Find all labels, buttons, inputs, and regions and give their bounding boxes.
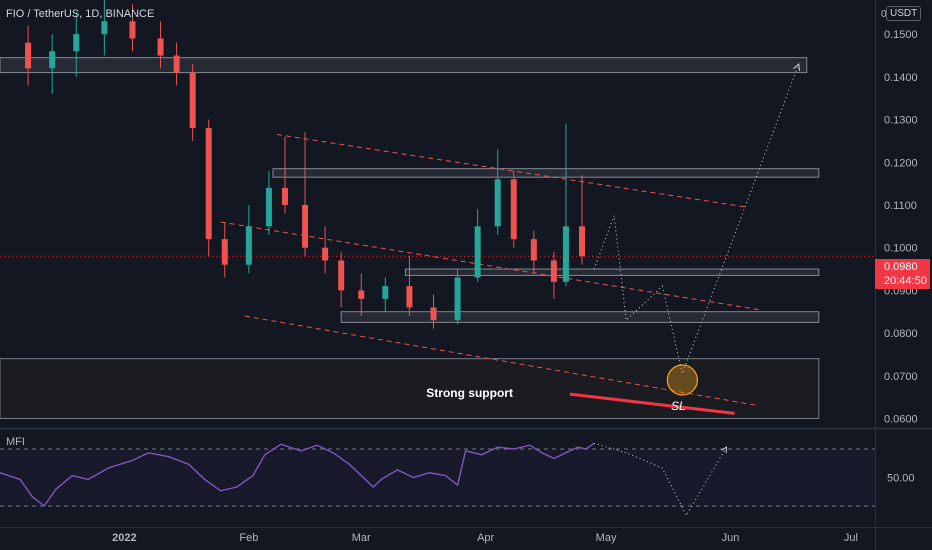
candle-body-8 xyxy=(189,72,196,129)
y-tick-label-0.1100: 0.1100 xyxy=(884,200,917,212)
channel-line-3 xyxy=(244,315,759,407)
x-tick-label-Jul: Jul xyxy=(844,532,858,544)
y-tick-label-0.0600: 0.0600 xyxy=(884,413,918,425)
mfi-projection-path xyxy=(593,442,727,517)
candle-body-20 xyxy=(430,307,437,321)
zone-box-1 xyxy=(0,57,808,74)
candle-body-24 xyxy=(510,179,517,240)
mfi-band-fill xyxy=(0,449,875,506)
candle-body-27 xyxy=(562,226,569,282)
mfi-line xyxy=(0,442,595,508)
symbol-title: FIO / TetherUS, 1D, BINANCE xyxy=(6,8,155,20)
zone-box-4 xyxy=(340,311,820,323)
candle-body-5 xyxy=(129,21,136,39)
candle-body-2 xyxy=(49,51,56,69)
y-tick-label-0.1300: 0.1300 xyxy=(884,115,918,127)
y-tick-label-0.1400: 0.1400 xyxy=(884,72,918,84)
candle-body-9 xyxy=(205,128,212,240)
x-tick-label-Apr: Apr xyxy=(477,532,494,544)
target-circle xyxy=(666,364,698,396)
indicator-label: MFI xyxy=(6,436,25,448)
y-tick-label-0.1000: 0.1000 xyxy=(884,243,918,255)
candle-body-14 xyxy=(302,204,309,248)
channel-line-2 xyxy=(220,221,759,311)
channel-line-1 xyxy=(276,134,747,208)
candle-body-18 xyxy=(382,286,389,299)
strong-support-label: Strong support xyxy=(426,386,513,400)
candle-body-16 xyxy=(338,260,345,291)
candle-body-13 xyxy=(281,187,288,205)
x-tick-label-May: May xyxy=(596,532,617,544)
candle-body-15 xyxy=(322,247,329,261)
zero-label: 0 xyxy=(881,9,887,20)
candle-body-3 xyxy=(73,34,80,52)
stop-loss-line xyxy=(569,392,735,415)
y-tick-label-0.0700: 0.0700 xyxy=(884,371,918,383)
x-tick-label-Mar: Mar xyxy=(352,532,371,544)
x-tick-label-Feb: Feb xyxy=(239,532,258,544)
candle-body-17 xyxy=(358,290,365,299)
candle-body-1 xyxy=(25,42,32,69)
zone-box-3 xyxy=(404,268,820,276)
x-tick-label-Jun: Jun xyxy=(722,532,740,544)
x-tick-label-2022: 2022 xyxy=(112,532,136,544)
candle-body-22 xyxy=(474,226,481,278)
y-tick-label-0.1500: 0.1500 xyxy=(884,29,918,41)
projection-path xyxy=(593,63,800,376)
candle-body-21 xyxy=(454,277,461,321)
candle-body-7 xyxy=(173,55,180,73)
candle-body-25 xyxy=(530,239,537,261)
candle-body-4 xyxy=(101,21,108,35)
candle-body-6 xyxy=(157,38,164,56)
projection-arrowhead xyxy=(793,63,801,72)
mfi-projection-arrowhead xyxy=(721,446,728,454)
candle-body-28 xyxy=(578,226,585,257)
candle-body-11 xyxy=(245,226,252,265)
last-price-value: 0.0980 xyxy=(884,261,918,273)
last-price-tag: 0.0980 20:44:50 xyxy=(875,259,930,289)
currency-button[interactable]: USDT xyxy=(886,6,922,21)
bar-countdown: 20:44:50 xyxy=(884,275,927,287)
zone-box-2 xyxy=(272,168,820,178)
candle-body-12 xyxy=(265,187,272,227)
sl-label: SL xyxy=(671,399,686,413)
candle-body-19 xyxy=(406,286,413,308)
mfi-tick-label: 50.00 xyxy=(887,473,915,485)
y-tick-label-0.1200: 0.1200 xyxy=(884,157,918,169)
candle-body-23 xyxy=(494,179,501,227)
candle-body-10 xyxy=(221,239,228,265)
candle-body-26 xyxy=(550,260,557,282)
y-tick-label-0.0800: 0.0800 xyxy=(884,328,918,340)
